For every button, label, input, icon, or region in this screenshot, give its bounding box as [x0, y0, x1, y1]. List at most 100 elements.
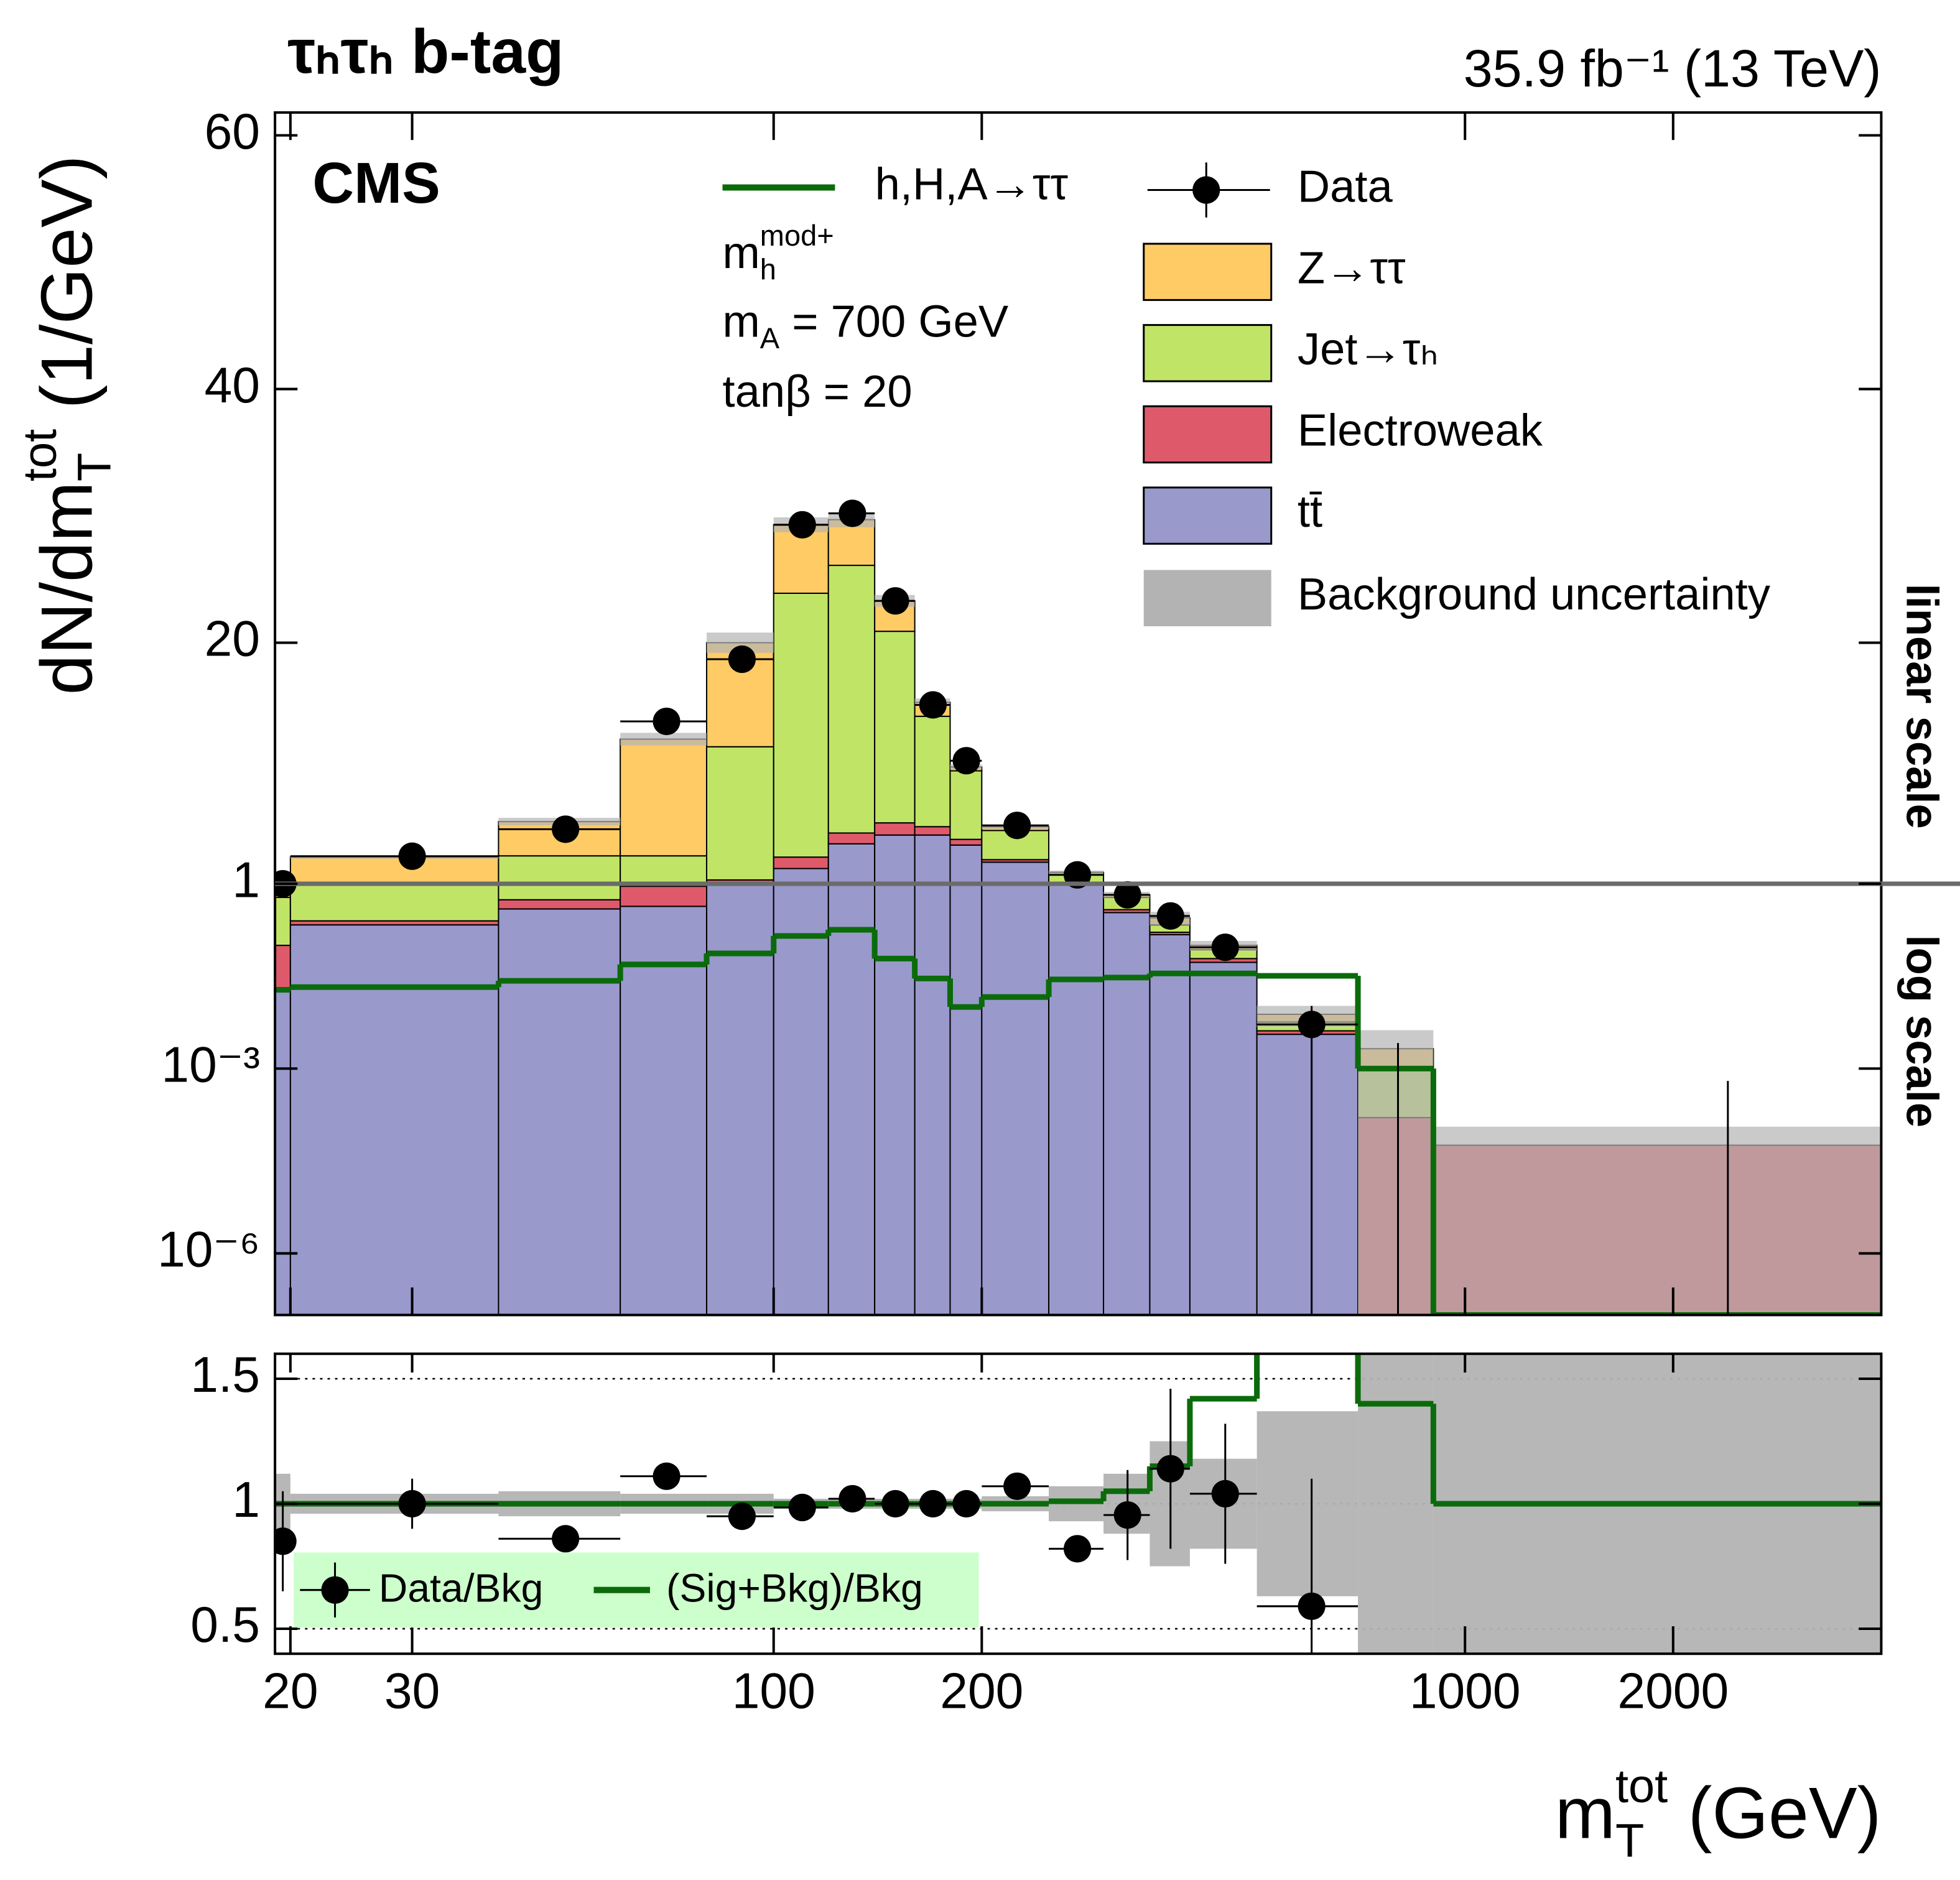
stack-bar: [874, 631, 916, 824]
ratio-point: [838, 1484, 866, 1513]
legend-data-marker: [1192, 176, 1220, 204]
stack-bar: [1256, 1034, 1359, 1315]
data-point: [838, 499, 866, 527]
legend-label: Z→ττ: [1298, 243, 1406, 293]
legend-label: h,H,A→ττ: [875, 160, 1068, 210]
data-point: [398, 842, 426, 870]
uncertainty-band: [1358, 1030, 1434, 1315]
stack-bar: [275, 988, 291, 1315]
ratio-plot: [275, 1353, 1882, 1654]
stack-bar: [1103, 912, 1151, 1315]
stack-bar: [949, 770, 983, 840]
scale-label: linear scale: [1897, 584, 1947, 829]
ratio-point: [398, 1489, 426, 1518]
stack-bar: [827, 832, 876, 845]
scale-label: log scale: [1897, 935, 1947, 1128]
y-tick-label: 60: [205, 104, 260, 160]
chart-title: τₕτₕ b-tag: [287, 17, 564, 86]
ratio-point: [952, 1489, 980, 1518]
stack-bar: [914, 826, 951, 836]
data-point: [1113, 881, 1141, 909]
ratio-point: [1003, 1472, 1031, 1500]
data-point: [788, 511, 816, 539]
x-axis-label-after: (GeV): [1668, 1772, 1881, 1853]
annotation-sub: h: [760, 253, 776, 286]
data-point: [552, 815, 580, 843]
x-tick-label: 30: [384, 1664, 440, 1720]
data-point: [952, 747, 980, 775]
ratio-point: [1063, 1535, 1092, 1563]
data-point: [881, 587, 909, 615]
y-axis-label-sup: tot: [14, 429, 67, 481]
ratio-legend-label: Data/Bkg: [379, 1566, 543, 1611]
stack-bar: [289, 856, 499, 885]
x-tick-label: 20: [262, 1664, 318, 1720]
ratio-point: [788, 1493, 816, 1522]
legend-label: Data: [1298, 162, 1393, 212]
ratio-point: [881, 1489, 909, 1518]
stack-bar: [706, 746, 774, 881]
stack-bar: [827, 843, 876, 1315]
data-point: [653, 707, 680, 736]
ratio-point: [275, 1527, 297, 1555]
x-axis-label-sup: tot: [1615, 1760, 1668, 1813]
stack-bar: [275, 945, 291, 989]
stack-bar: [949, 838, 983, 846]
y-axis-label-sub: T: [68, 453, 121, 481]
data-point: [919, 691, 947, 719]
stack-bar: [289, 924, 499, 1315]
ratio-point: [1113, 1501, 1141, 1529]
y-tick-label: 10⁻³: [161, 1037, 260, 1093]
plot-frame: [274, 111, 1883, 1317]
stack-bar: [914, 834, 951, 1315]
annotation-text: tanβ = 20: [723, 367, 913, 417]
annotation-sub: A: [760, 322, 780, 354]
stack-bar: [827, 565, 876, 834]
ratio-y-tick-label: 0.5: [190, 1597, 260, 1653]
stack-bar: [874, 834, 916, 1315]
stack-bar: [620, 905, 708, 1315]
y-axis-label: dN/dmtotT (1/GeV): [14, 155, 121, 695]
y-tick-label: 1: [232, 852, 260, 908]
annotation: tanβ = 20: [723, 367, 913, 417]
stack-bar: [498, 908, 621, 1315]
legend-swatch: [1143, 405, 1273, 464]
x-axis-label-sub: T: [1615, 1814, 1644, 1867]
ratio-y-tick-label: 1.5: [190, 1347, 260, 1403]
data-point: [1003, 812, 1031, 840]
annotation: mA = 700 GeV: [723, 297, 1009, 355]
stack-bar: [1048, 883, 1105, 1315]
ratio-point: [1298, 1592, 1326, 1620]
y-axis-label-text: dN/dm: [26, 481, 107, 695]
legend-swatch: [1143, 243, 1273, 301]
stack-bar: [1189, 961, 1258, 1315]
y-tick-label: 20: [205, 611, 260, 667]
stack-bar: [498, 899, 621, 910]
y-tick-label: 40: [205, 358, 260, 414]
uncertainty-band: [620, 733, 707, 746]
ratio-point: [919, 1489, 947, 1518]
stack-bar: [620, 738, 708, 857]
stack-bar: [498, 855, 621, 901]
annotation-after: = 700 GeV: [779, 297, 1008, 347]
ratio-legend-data-marker: [321, 1576, 349, 1604]
stack-bar: [773, 592, 829, 858]
stack-bar: [620, 886, 708, 907]
stack-bar: [773, 868, 829, 1315]
ratio-point: [728, 1502, 756, 1530]
legend-label: Electroweak: [1298, 406, 1543, 456]
legend-swatch: [1143, 570, 1271, 626]
x-axis-label-text: m: [1555, 1772, 1615, 1853]
legend-label: tt̄: [1298, 487, 1322, 537]
ratio-uncertainty-band: [1256, 1411, 1359, 1596]
data-point: [1156, 902, 1184, 930]
legend-swatch: [1143, 486, 1273, 545]
stack-bar: [275, 897, 291, 947]
annotation-text: m: [723, 297, 760, 347]
chart-subtitle: 35.9 fb⁻¹ (13 TeV): [1464, 39, 1882, 98]
legend-label: Background uncertainty: [1298, 570, 1771, 619]
stack-bar: [827, 519, 876, 567]
ratio-point: [552, 1525, 580, 1553]
